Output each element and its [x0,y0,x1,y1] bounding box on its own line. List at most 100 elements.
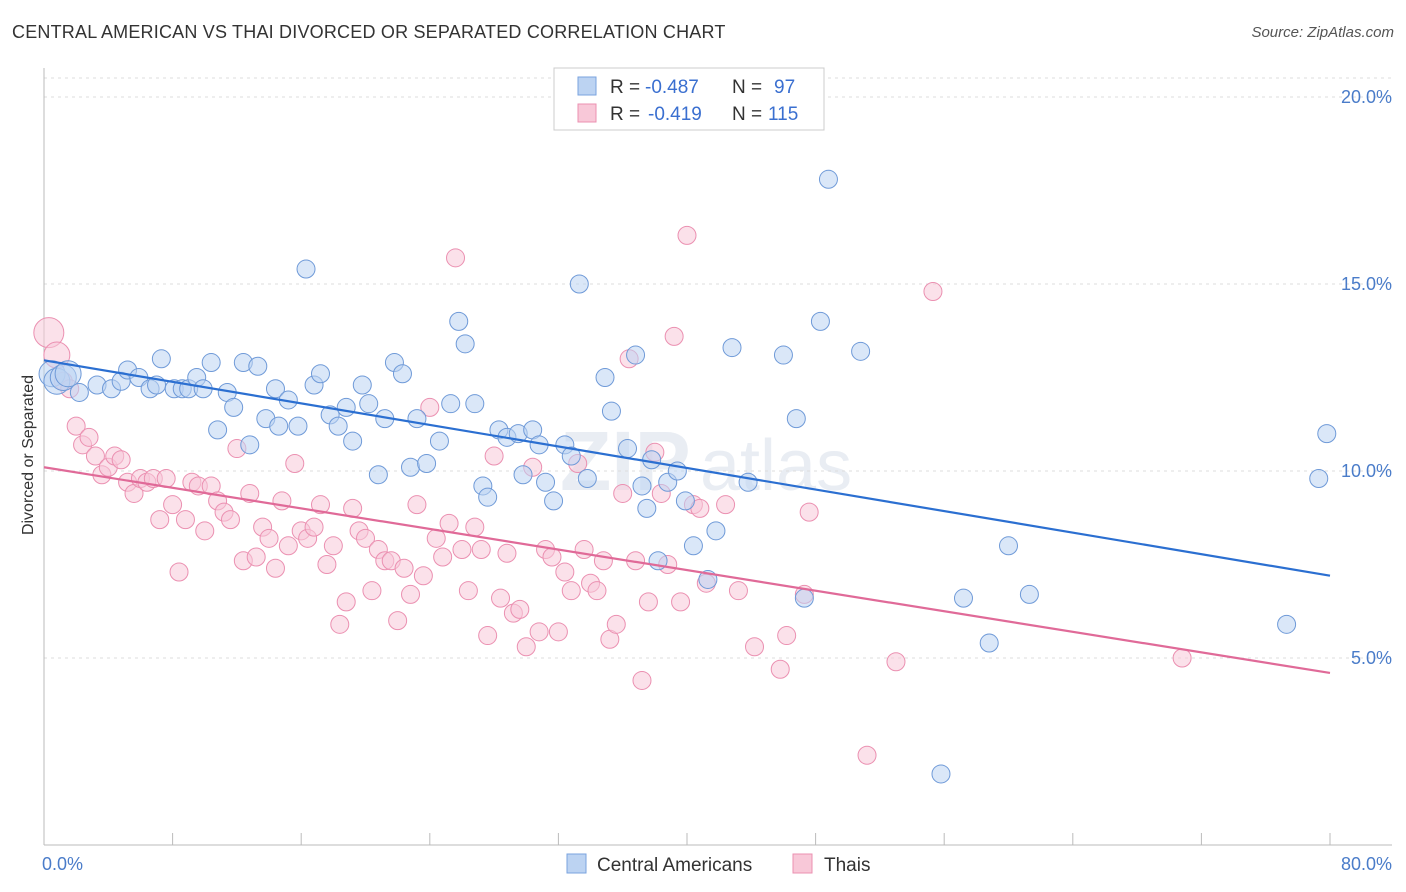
y-axis-title: Divorced or Separated [20,375,37,535]
thais-point [671,592,691,612]
central-americans-point [675,491,695,511]
correlation-legend: R = -0.487 N = 97 R = -0.419 N = 115 [553,67,825,131]
central-americans-point [569,274,589,294]
thais-point [195,521,215,541]
central-americans-point [810,311,830,331]
thais-point [458,581,478,601]
central-americans-point [328,416,348,436]
central-americans-point [1277,614,1297,634]
central-americans-point [561,446,581,466]
central-americans-point [224,397,244,417]
legend-swatch-thais [577,103,597,123]
legend-r-value-2: -0.419 [648,104,702,125]
thais-point [336,592,356,612]
thais-point [330,614,350,634]
thais-point [433,547,453,567]
thais-point [574,540,594,560]
thais-point [323,536,343,556]
central-americans-point [417,454,437,474]
thais-point [770,659,790,679]
thais-point [886,652,906,672]
central-americans-point [1019,584,1039,604]
thais-point [465,517,485,537]
thais-point [163,495,183,515]
thais-point [529,622,549,642]
bottom-legend-label-central-americans: Central Americans [597,855,752,876]
central-americans-point [54,360,82,388]
central-americans-point [392,364,412,384]
central-americans-point [773,345,793,365]
central-americans-point [359,394,379,414]
central-americans-point [310,364,330,384]
thais-point [439,513,459,533]
watermark-atlas: atlas [700,426,852,506]
central-americans-point [632,476,652,496]
thais-point [491,588,511,608]
central-americans-point [818,169,838,189]
chart-title: CENTRAL AMERICAN VS THAI DIVORCED OR SEP… [12,22,726,42]
central-americans-point [1317,424,1337,444]
central-americans-point [407,409,427,429]
thais-point [638,592,658,612]
trend-line-central-americans [43,359,1331,577]
legend-r-label-1: R = [610,77,640,98]
central-americans-point [794,588,814,608]
thais-point [401,584,421,604]
thais-point [1172,648,1192,668]
thais-point [632,670,652,690]
central-americans-point [296,259,316,279]
legend-r-value-1: -0.487 [645,77,699,98]
central-americans-point [536,472,556,492]
central-americans-point [513,465,533,485]
x-tick-label-max: 80.0% [1341,854,1392,874]
thais-point [285,454,305,474]
thais-point [175,510,195,530]
thais-point [745,637,765,657]
thais-point [664,326,684,346]
legend-box [553,67,825,131]
thais-point [356,528,375,548]
bottom-legend-swatch-thais [792,853,813,874]
thais-point [85,446,105,466]
thais-point [259,528,279,548]
thais-point [613,483,633,503]
series-thais-points [33,225,1192,765]
central-americans-point [352,375,372,395]
bottom-legend-label-thais: Thais [824,855,870,876]
y-tick-label-0: 5.0% [1351,648,1392,668]
central-americans-point [683,536,703,556]
legend-n-label-1: N = [732,77,762,98]
thais-point [150,510,170,530]
central-americans-point [637,498,657,518]
thais-point [478,626,498,646]
thais-point [510,599,530,619]
central-americans-point [953,588,973,608]
thais-point [265,558,285,578]
series-central-americans-points [38,169,1337,784]
thais-point [220,510,240,530]
central-americans-point [706,521,726,541]
central-americans-point [544,491,564,511]
central-americans-point [931,764,951,784]
thais-point [169,562,189,582]
thais-point [542,547,562,567]
central-americans-point [288,416,308,436]
thais-point [716,495,736,515]
central-americans-point [248,356,268,376]
central-americans-point [265,379,285,399]
central-americans-point [208,420,228,440]
x-tick-label-min: 0.0% [42,854,83,874]
thais-point [777,626,797,646]
thais-point [497,543,517,563]
thais-point [407,495,427,515]
thais-point [388,611,408,631]
thais-point [857,745,877,765]
series-legend: Central Americans Thais [566,853,870,876]
central-americans-point [851,341,871,361]
thais-point [111,450,131,470]
thais-point [278,536,298,556]
central-americans-point [441,394,461,414]
thais-point [561,581,581,601]
y-tick-label-2: 15.0% [1341,274,1392,294]
thais-point [362,581,382,601]
